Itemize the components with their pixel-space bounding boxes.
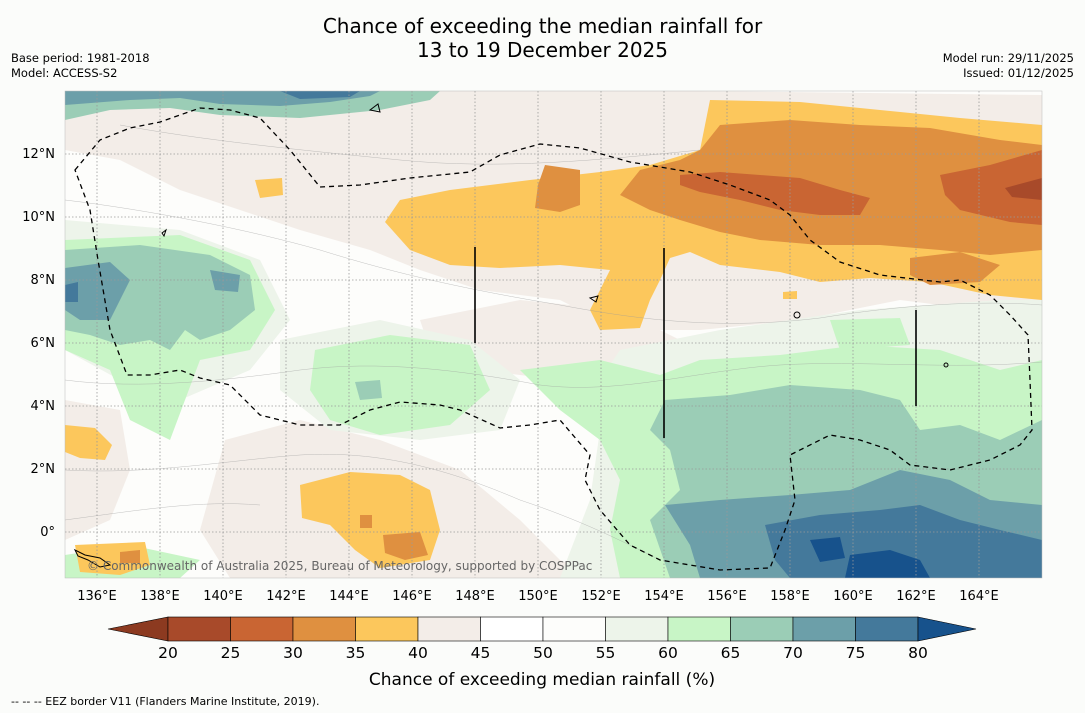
latitude-labels: 12°N 10°N 8°N 6°N 4°N 2°N 0° (22, 147, 55, 540)
colorbar-tick: 60 (658, 644, 678, 662)
lon-label: 136°E (77, 589, 117, 604)
colorbar-segment-20-25 (167, 616, 231, 642)
lon-label: 154°E (644, 589, 684, 604)
meta-left: Base period: 1981-2018 Model: ACCESS-S2 (11, 51, 150, 81)
lon-label: 160°E (833, 589, 873, 604)
contour-lines (65, 124, 1042, 561)
colorbar-tick: 65 (721, 644, 741, 662)
lon-label: 150°E (518, 589, 558, 604)
lon-label: 152°E (581, 589, 621, 604)
band-20-25 (1005, 178, 1042, 200)
lon-label: 162°E (896, 589, 936, 604)
lon-label: 142°E (266, 589, 306, 604)
map-frame (64, 90, 1043, 579)
colorbar-segment-25-30 (230, 616, 294, 642)
eez-legend-note: -- -- -- EEZ border V11 (Flanders Marine… (11, 695, 320, 708)
map-area: © Commonwealth of Australia 2025, Bureau… (65, 91, 1042, 578)
vertical-markers (474, 247, 917, 438)
colorbar-segment-65-70 (730, 616, 794, 642)
band-above-80 (810, 537, 930, 578)
colorbar-tick: 25 (221, 644, 241, 662)
lat-label: 0° (40, 525, 55, 540)
meta-right: Model run: 29/11/2025 Issued: 01/12/2025 (943, 51, 1074, 81)
longitude-labels: 136°E 138°E 140°E 142°E 144°E 146°E 148°… (77, 589, 999, 604)
colorbar-segment-70-75 (792, 616, 856, 642)
model-run: Model run: 29/11/2025 (942, 51, 1074, 65)
colorbar-tick: 40 (408, 644, 428, 662)
lon-label: 140°E (203, 589, 243, 604)
title-line-1: Chance of exceeding the median rainfall … (322, 14, 763, 38)
copyright-text: © Commonwealth of Australia 2025, Bureau… (87, 559, 592, 573)
band-75-80 (65, 91, 1042, 578)
lat-label: 6°N (31, 336, 56, 351)
colorbar-segment-30-35 (292, 616, 356, 642)
colorbar-ticks: 20 25 30 35 40 45 50 55 60 65 70 75 80 (158, 644, 928, 662)
lon-label: 164°E (959, 589, 999, 604)
model-name: Model: ACCESS-S2 (11, 66, 118, 80)
lat-label: 8°N (31, 273, 56, 288)
colorbar-tick: 75 (846, 644, 866, 662)
colorbar-extension-high (917, 616, 977, 642)
lon-label: 138°E (140, 589, 180, 604)
colorbar-tick: 50 (533, 644, 553, 662)
colorbar-tick: 80 (908, 644, 928, 662)
title-line-2: 13 to 19 December 2025 (416, 38, 668, 62)
band-25-30 (680, 150, 1042, 225)
lat-label: 12°N (22, 147, 55, 162)
lon-label: 148°E (455, 589, 495, 604)
chart-title: Chance of exceeding the median rainfall … (0, 14, 1085, 62)
colorbar-title: Chance of exceeding median rainfall (%) (369, 670, 715, 690)
lon-label: 156°E (707, 589, 747, 604)
colorbar-tick: 30 (283, 644, 303, 662)
lon-label: 158°E (770, 589, 810, 604)
lat-label: 2°N (31, 462, 56, 477)
base-period: Base period: 1981-2018 (11, 51, 150, 65)
lat-label: 4°N (31, 399, 56, 414)
issued-date: Issued: 01/12/2025 (963, 66, 1074, 80)
colorbar-tick: 55 (596, 644, 616, 662)
colorbar-segment-35-40 (355, 616, 419, 642)
lon-label: 146°E (392, 589, 432, 604)
colorbar (107, 616, 977, 642)
colorbar-segment-45-50 (480, 616, 544, 642)
colorbar-segment-60-65 (667, 616, 731, 642)
lat-label: 10°N (22, 210, 55, 225)
colorbar-tick: 70 (783, 644, 803, 662)
colorbar-tick: 20 (158, 644, 178, 662)
graticule (65, 91, 1042, 578)
colorbar-tick: 35 (346, 644, 366, 662)
lon-label: 144°E (329, 589, 369, 604)
colorbar-segment-75-80 (855, 616, 919, 642)
colorbar-extension-low (107, 616, 169, 642)
islands (73, 103, 949, 568)
colorbar-tick: 45 (471, 644, 491, 662)
colorbar-segment-55-60 (605, 616, 669, 642)
colorbar-segment-50-55 (542, 616, 606, 642)
colorbar-segment-40-45 (417, 616, 481, 642)
